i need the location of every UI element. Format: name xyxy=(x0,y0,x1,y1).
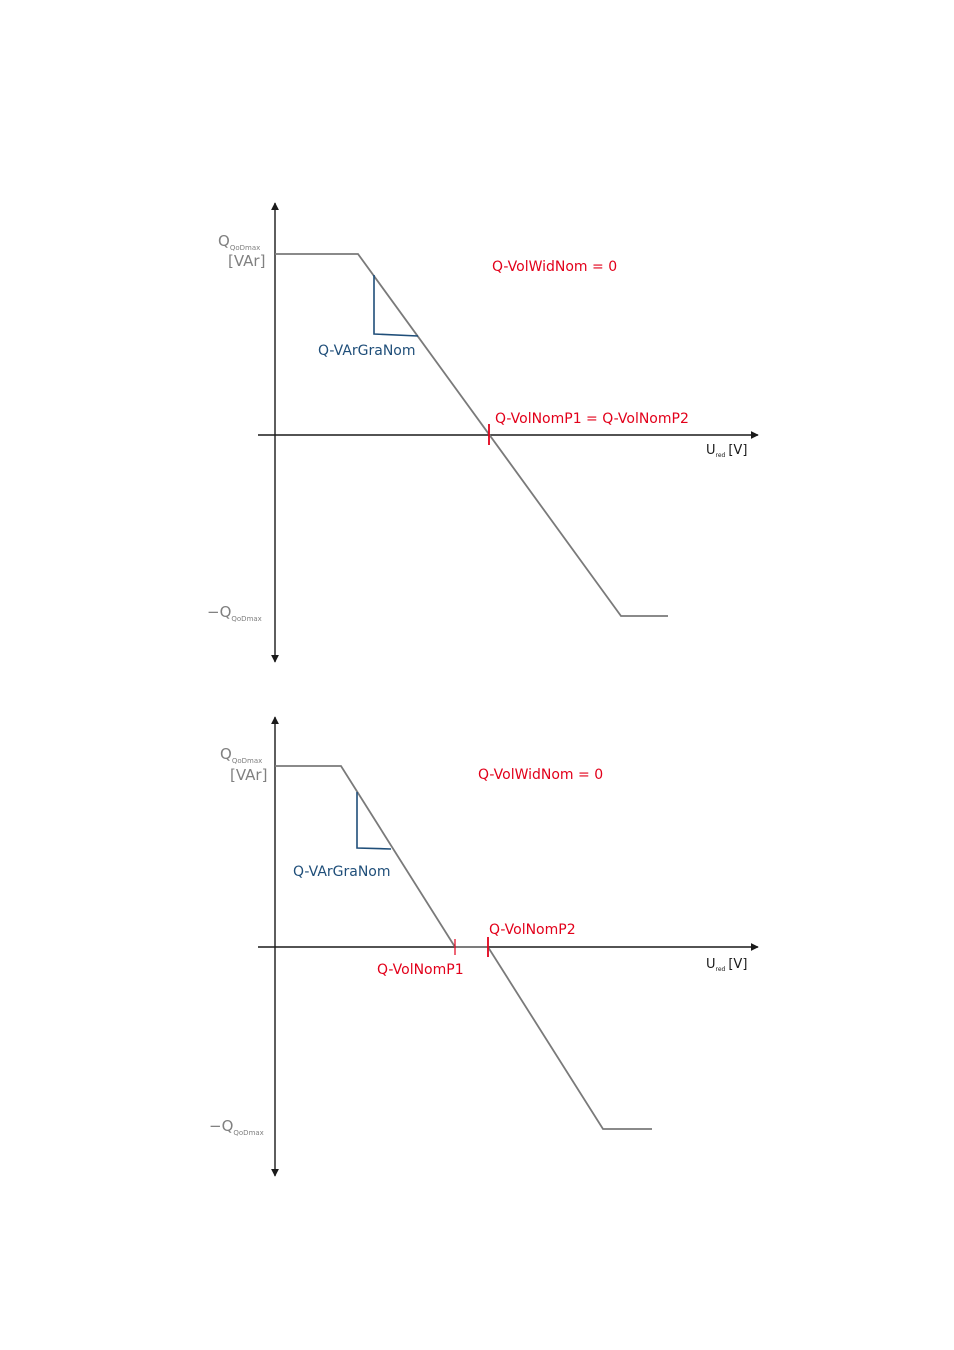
nominal-point-label: Q-VolNomP1 = Q-VolNomP2 xyxy=(495,411,689,427)
width-label: Q-VolWidNom = 0 xyxy=(478,767,603,783)
x-axis-label: Ured [V] xyxy=(706,443,747,459)
diagram-1: QQoDmax [VAr] −QQoDmax Ured [V] Q-VolWidN… xyxy=(207,202,759,663)
characteristic-curve xyxy=(275,765,652,1130)
y-axis-unit: [VAr] xyxy=(230,766,267,784)
gradient-label: Q-VArGraNom xyxy=(318,343,416,359)
gradient-triangle xyxy=(373,275,419,337)
x-axis-label: Ured [V] xyxy=(706,957,747,973)
width-label: Q-VolWidNom = 0 xyxy=(492,259,617,275)
diagram-2: QQoDmax [VAr] −QQoDmax Ured [V] Q-VolWidN… xyxy=(209,716,759,1177)
gradient-triangle xyxy=(356,792,392,850)
y-axis-label: QQoDmax xyxy=(218,232,260,252)
y-axis-label: QQoDmax xyxy=(220,745,262,765)
gradient-label: Q-VArGraNom xyxy=(293,864,391,880)
y-axis-negative-label: −QQoDmax xyxy=(209,1117,264,1137)
y-axis-unit: [VAr] xyxy=(228,252,265,270)
p1-label: Q-VolNomP1 xyxy=(377,962,464,978)
p2-label: Q-VolNomP2 xyxy=(489,922,576,938)
y-axis-negative-label: −QQoDmax xyxy=(207,603,262,623)
